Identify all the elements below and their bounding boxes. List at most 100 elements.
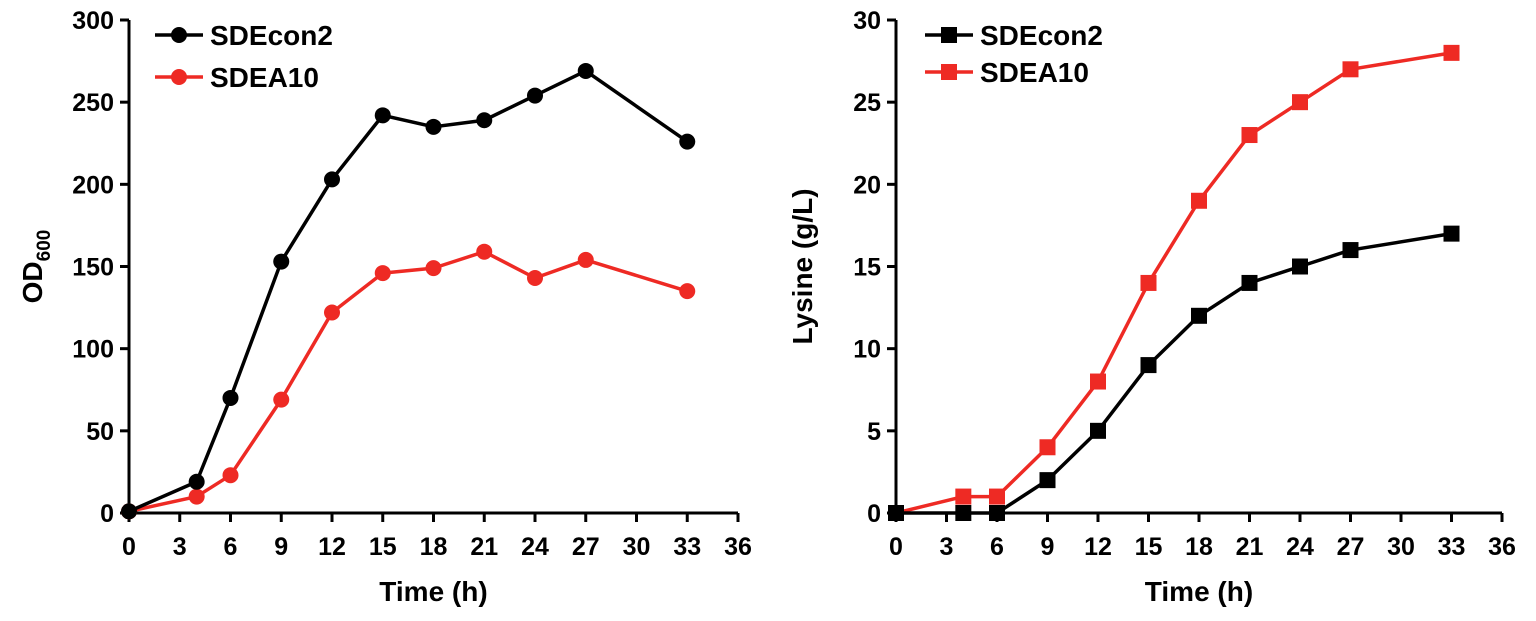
data-point-SDEcon2	[527, 87, 543, 104]
data-point-SDEcon2	[374, 107, 391, 124]
legend-marker	[171, 69, 187, 85]
x-axis-title: Time (h)	[1145, 576, 1253, 607]
x-tick-label: 0	[889, 533, 903, 561]
data-point-SDEcon2	[1241, 274, 1258, 291]
y-axis-title: OD600	[17, 230, 55, 304]
data-point-SDEcon2	[577, 62, 594, 79]
data-point-SDEcon2	[425, 118, 442, 135]
x-tick-label: 6	[990, 533, 1004, 561]
data-point-SDEcon2	[222, 389, 239, 406]
y-tick-label: 50	[86, 418, 114, 446]
y-axis-title-subscript: 600	[34, 230, 55, 262]
series-line-SDEcon2	[128, 69, 689, 513]
data-point-SDEA10	[989, 488, 1005, 505]
data-point-SDEA10	[1090, 373, 1106, 390]
x-tick-label: 3	[940, 533, 954, 561]
data-point-SDEA10	[527, 270, 543, 287]
data-point-SDEA10	[324, 304, 340, 321]
y-tick-label: 150	[72, 254, 114, 282]
data-point-SDEA10	[1039, 439, 1056, 456]
data-point-SDEcon2	[1443, 225, 1460, 242]
data-point-SDEA10	[955, 488, 972, 505]
data-point-SDEcon2	[188, 473, 205, 490]
x-tick-label: 15	[1135, 533, 1163, 561]
data-point-SDEA10	[1443, 44, 1460, 61]
x-tick-label: 6	[224, 533, 238, 561]
y-tick-label: 15	[853, 254, 881, 282]
data-point-SDEcon2	[955, 505, 972, 521]
y-axis-title: Lysine (g/L)	[787, 188, 818, 344]
legend-label: SDEA10	[210, 62, 319, 93]
data-point-SDEA10	[1140, 274, 1157, 291]
x-tick-label: 30	[1387, 533, 1415, 561]
x-tick-label: 24	[1286, 533, 1314, 561]
x-tick-label: 18	[1185, 533, 1213, 561]
data-point-SDEcon2	[273, 253, 290, 270]
x-tick-label: 21	[470, 533, 498, 561]
y-tick-label: 200	[72, 171, 114, 199]
series-line-SDEcon2	[896, 231, 1452, 515]
x-tick-label: 27	[572, 533, 600, 561]
data-point-SDEcon2	[1191, 307, 1207, 324]
data-point-SDEcon2	[888, 505, 904, 521]
data-point-SDEA10	[679, 283, 696, 300]
x-tick-label: 24	[521, 533, 549, 561]
data-point-SDEcon2	[324, 171, 340, 188]
x-tick-label: 30	[623, 533, 651, 561]
data-point-SDEA10	[425, 260, 442, 277]
data-point-SDEA10	[374, 265, 391, 282]
data-point-SDEA10	[577, 251, 594, 268]
y-tick-label: 300	[72, 7, 114, 35]
data-point-SDEA10	[1241, 127, 1258, 144]
x-tick-label: 18	[420, 533, 448, 561]
legend-label: SDEcon2	[210, 20, 333, 51]
legend-label: SDEA10	[980, 57, 1089, 88]
data-point-SDEA10	[476, 243, 493, 260]
data-point-SDEA10	[222, 467, 239, 484]
x-tick-label: 36	[1488, 533, 1516, 561]
x-tick-label: 0	[122, 533, 136, 561]
data-point-SDEcon2	[1090, 422, 1106, 439]
y-tick-label: 20	[853, 171, 881, 199]
data-point-SDEA10	[273, 391, 290, 408]
x-tick-label: 27	[1337, 533, 1365, 561]
data-point-SDEA10	[188, 488, 205, 505]
series-line-SDEA10	[895, 51, 1452, 515]
legend-marker	[941, 64, 957, 80]
y-tick-label: 250	[72, 89, 114, 117]
data-point-SDEA10	[1342, 61, 1359, 78]
y-tick-label: 0	[100, 500, 114, 528]
data-point-SDEcon2	[121, 503, 137, 520]
y-axis-title-main: OD	[17, 261, 48, 303]
y-tick-label: 0	[867, 500, 881, 528]
y-tick-label: 25	[853, 89, 881, 117]
data-point-SDEcon2	[1292, 258, 1308, 275]
data-point-SDEcon2	[476, 112, 493, 129]
legend-label: SDEcon2	[980, 20, 1103, 51]
x-tick-label: 36	[724, 533, 752, 561]
y-tick-label: 5	[867, 418, 881, 446]
x-tick-label: 12	[1084, 533, 1112, 561]
data-point-SDEcon2	[989, 505, 1005, 521]
data-point-SDEcon2	[1039, 472, 1056, 489]
x-tick-label: 9	[274, 533, 288, 561]
y-tick-label: 10	[853, 336, 881, 364]
x-tick-label: 12	[318, 533, 346, 561]
x-tick-label: 9	[1041, 533, 1055, 561]
x-tick-label: 33	[1438, 533, 1466, 561]
data-point-SDEcon2	[1342, 242, 1359, 259]
x-axis-title: Time (h)	[379, 576, 487, 607]
x-tick-label: 33	[673, 533, 701, 561]
x-tick-label: 3	[173, 533, 187, 561]
x-tick-label: 15	[369, 533, 397, 561]
legend-marker	[171, 27, 187, 43]
data-point-SDEA10	[1292, 94, 1308, 111]
data-point-SDEcon2	[679, 133, 696, 150]
x-tick-label: 21	[1236, 533, 1264, 561]
legend-marker	[941, 27, 957, 43]
y-tick-label: 30	[853, 7, 881, 35]
